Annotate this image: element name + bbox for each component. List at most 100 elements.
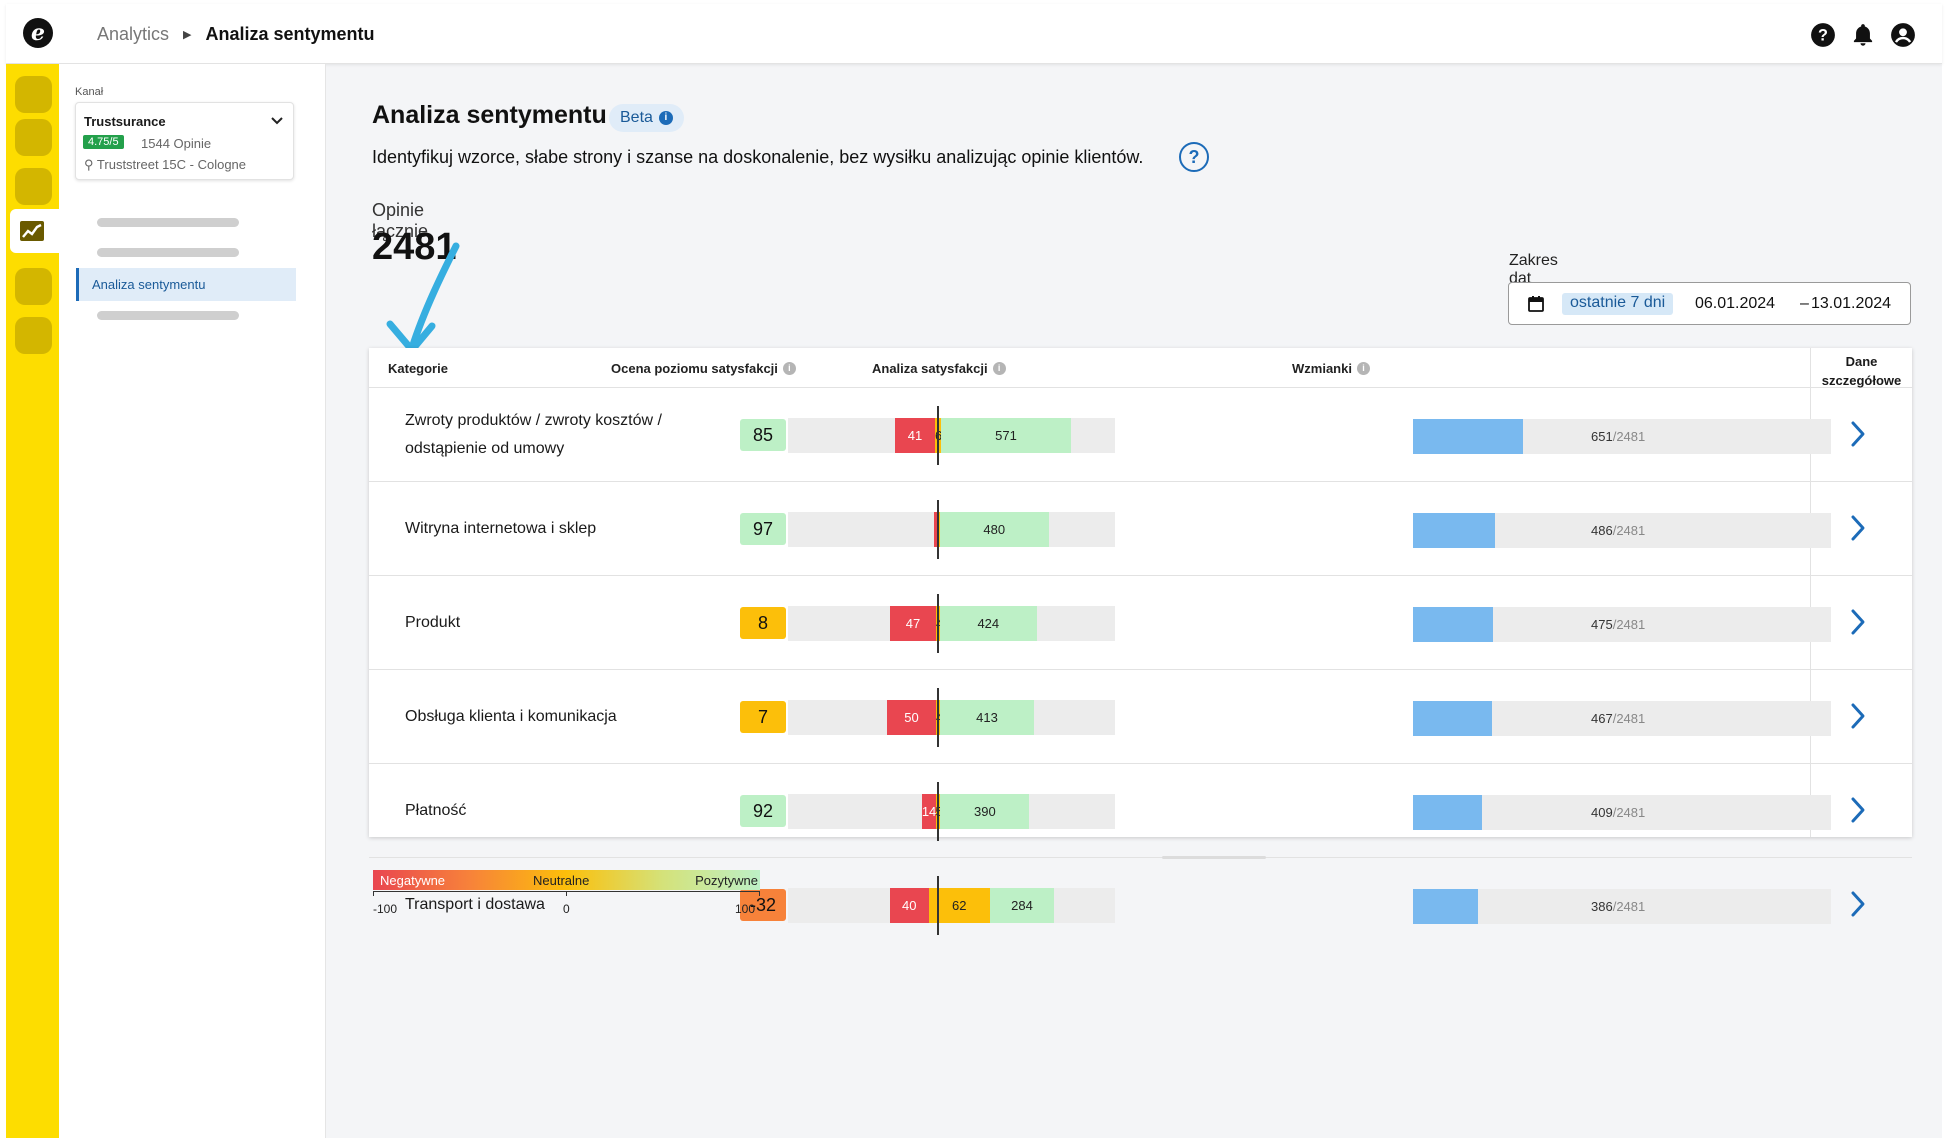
column-header-mentions: Wzmianki i [1292,361,1370,376]
mentions-total: /2481 [1612,523,1646,538]
mentions-bar-track: 651/2481 [1413,419,1831,454]
nav-rail [6,64,59,1138]
mentions-bar-track: 409/2481 [1413,795,1831,830]
mentions-text: 467/2481 [1591,711,1645,726]
nav-item-placeholder-2[interactable] [97,248,239,257]
date-from[interactable]: 06.01.2024 [1695,295,1776,312]
mentions-count: 467 [1591,711,1613,726]
channel-label: Kanał [75,86,104,98]
help-icon[interactable]: ? [1810,22,1836,48]
neutral-segment: 62 [928,888,990,923]
legend-tick [759,891,760,896]
negative-segment: 14 [921,794,936,829]
mentions-count: 651 [1591,429,1613,444]
beta-label: Beta [620,109,653,126]
rail-item-5[interactable] [15,268,52,305]
info-icon[interactable]: i [782,362,796,375]
rail-item-6[interactable] [15,317,52,354]
mentions-text: 475/2481 [1591,617,1645,632]
column-header-label: Ocena poziomu satysfakcji [611,361,778,376]
nav-item-placeholder-1[interactable] [97,218,239,227]
category-name: Obsługa klienta i komunikacja [405,708,617,725]
table-row: Zwroty produktów / zwroty kosztów / odst… [369,388,1912,482]
nav-item-placeholder-3[interactable] [97,311,239,320]
info-icon[interactable]: i [992,362,1006,375]
top-actions: ? [1810,22,1916,48]
legend-positive: Pozytywne [695,873,758,888]
mentions-bar-track: 475/2481 [1413,607,1831,642]
rail-item-analytics[interactable] [10,209,59,253]
beta-badge[interactable]: Beta i [609,104,684,132]
zero-line [937,500,939,559]
breadcrumb-analytics[interactable]: Analytics [97,24,170,44]
satisfaction-score: 7 [740,701,786,733]
category-name: Produkt [405,614,461,631]
mentions-total: /2481 [1612,429,1646,444]
help-icon[interactable]: ? [1179,142,1209,172]
account-icon[interactable] [1890,22,1916,48]
page-subtitle: Identyfikuj wzorce, słabe strony i szans… [372,147,1144,167]
table-row: Produkt8474424475/2481 [369,576,1912,670]
date-range-picker[interactable]: ostatnie 7 dni 06.01.2024 – 13.01.2024 [1508,282,1911,325]
chevron-right-icon[interactable] [1849,418,1867,450]
zero-line [937,594,939,653]
mentions-count: 486 [1591,523,1613,538]
mentions-count: 475 [1591,617,1613,632]
channel-selector[interactable]: Trustsurance 4.75/5 1544 Opinie ⚲ Trusts… [75,102,294,180]
negative-segment: 50 [887,700,937,735]
calendar-icon [1528,296,1544,312]
positive-segment: 480 [939,512,1049,547]
date-preset-chip[interactable]: ostatnie 7 dni [1562,293,1674,315]
chevron-down-icon [271,117,283,125]
mentions-bar-track: 386/2481 [1413,889,1831,924]
breadcrumb-separator-icon: ▶ [183,29,192,41]
satisfaction-score: 8 [740,607,786,639]
app-frame: e Analytics ▶ Analiza sentymentu ? Kanał… [6,4,1942,1138]
nav-item-sentiment-analysis[interactable]: Analiza sentymentu [76,268,296,301]
rail-item-2[interactable] [15,119,52,156]
sentiment-table: Kategorie Ocena poziomu satysfakcji i Ana… [369,348,1912,935]
breadcrumb-current: Analiza sentymentu [205,24,375,44]
rail-item-1[interactable] [15,76,52,113]
legend-tick [373,891,374,896]
zero-line [937,876,939,935]
divider [1810,348,1811,837]
trend-chart-icon [20,221,44,241]
svg-text:?: ? [1818,26,1828,44]
negative-segment: 41 [894,418,936,453]
chevron-right-icon[interactable] [1849,888,1867,920]
horizontal-scrollbar[interactable] [1162,856,1266,859]
bell-icon[interactable] [1850,22,1876,48]
chevron-right-icon[interactable] [1849,606,1867,638]
chevron-right-icon[interactable] [1849,700,1867,732]
annotation-arrow-icon [386,242,460,354]
legend-max: 100 [735,902,756,916]
column-header-category: Kategorie [388,361,448,376]
category-name: Zwroty produktów / zwroty kosztów / odst… [405,412,662,457]
chevron-right-icon[interactable] [1849,512,1867,544]
legend-gradient [373,870,760,890]
mentions-count: 386 [1591,899,1613,914]
negative-segment [933,512,937,547]
address-text: Truststreet 15C - Cologne [96,157,247,172]
mentions-bar-fill [1413,889,1479,924]
chevron-right-icon[interactable] [1849,794,1867,826]
rating-badge: 4.75/5 [83,135,124,149]
channel-address: ⚲ Truststreet 15C - Cologne [84,157,246,173]
top-bar: e Analytics ▶ Analiza sentymentu ? [6,4,1942,64]
satisfaction-score: 85 [740,419,786,451]
positive-segment: 571 [940,418,1072,453]
total-reviews-value: 2481 [372,226,457,268]
satisfaction-score: 97 [740,513,786,545]
column-header-score: Ocena poziomu satysfakcji i [611,361,796,376]
legend-neutral: Neutralne [533,873,590,888]
positive-segment: 424 [939,606,1037,641]
total-reviews-label: Opinie łącznie [372,200,429,241]
info-icon[interactable]: i [1356,362,1370,375]
app-logo[interactable]: e [23,18,53,48]
nav-item-label: Analiza sentymentu [92,277,206,292]
rail-item-3[interactable] [15,168,52,205]
table-row: Witryna internetowa i sklep 97 480 486/2481 [369,482,1912,576]
date-to[interactable]: 13.01.2024 [1811,295,1892,312]
breadcrumb: Analytics ▶ Analiza sentymentu [97,24,375,45]
